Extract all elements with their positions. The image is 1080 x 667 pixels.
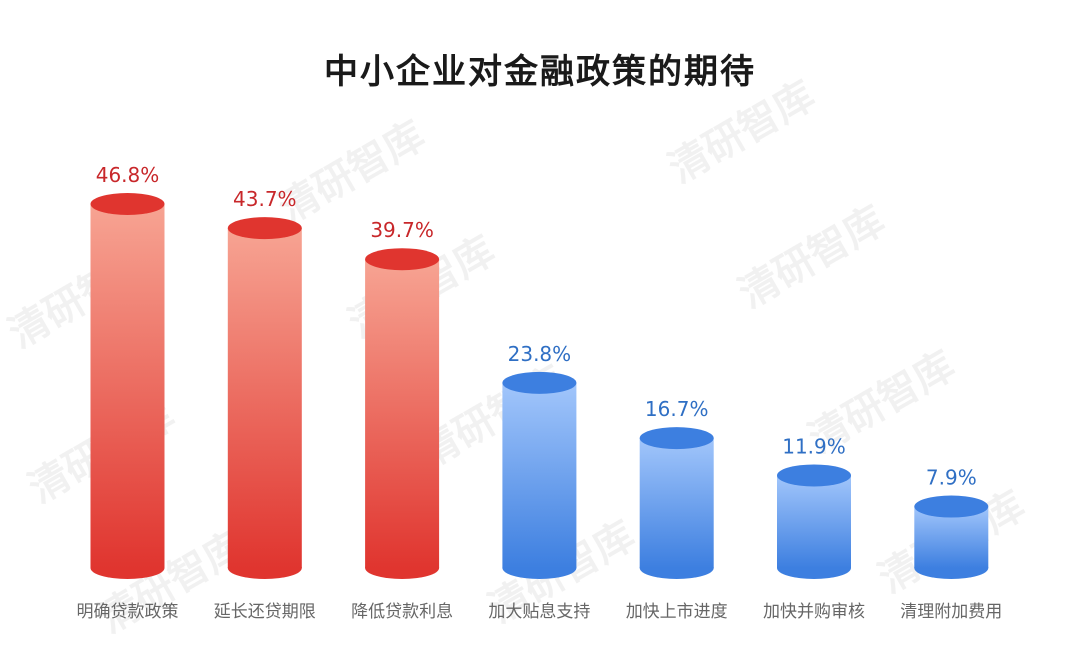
bar-7: 7.9% 清理附加费用 xyxy=(900,466,1002,622)
bar-5: 16.7% 加快上市进度 xyxy=(626,397,728,622)
data-label: 39.7% xyxy=(370,218,434,242)
x-tick-label: 延长还贷期限 xyxy=(214,602,316,622)
bar-top xyxy=(777,464,851,487)
bar-top xyxy=(914,495,989,518)
x-tick-label: 加大贴息支持 xyxy=(488,602,590,622)
bar-2: 43.7% 延长还贷期限 xyxy=(214,187,316,622)
data-label: 23.8% xyxy=(508,342,572,366)
bar-3: 39.7% 降低贷款利息 xyxy=(351,218,453,622)
bar-1: 46.8% 明确贷款政策 xyxy=(77,163,179,622)
bar-body xyxy=(777,475,851,568)
data-label: 43.7% xyxy=(233,187,297,211)
data-label: 46.8% xyxy=(96,163,160,187)
bar-6: 11.9% 加快并购审核 xyxy=(763,434,865,622)
x-tick-label: 降低贷款利息 xyxy=(351,602,453,622)
bar-top xyxy=(639,427,714,450)
bar-top xyxy=(227,217,302,240)
data-label: 16.7% xyxy=(645,397,709,421)
data-label: 11.9% xyxy=(782,434,846,458)
bar-body xyxy=(502,382,577,568)
bar-body xyxy=(90,204,165,568)
bar-4: 23.8% 加大贴息支持 xyxy=(488,342,590,622)
data-label: 7.9% xyxy=(926,466,977,490)
x-tick-label: 加快上市进度 xyxy=(626,602,728,622)
x-tick-label: 清理附加费用 xyxy=(900,602,1002,622)
bar-top xyxy=(90,193,165,215)
bar-body xyxy=(365,259,440,568)
x-tick-label: 明确贷款政策 xyxy=(77,602,179,622)
bar-top xyxy=(502,371,577,394)
bar-body xyxy=(639,438,714,568)
x-tick-label: 加快并购审核 xyxy=(763,602,865,622)
bar-body xyxy=(227,228,302,568)
chart-title: 中小企业对金融政策的期待 xyxy=(324,52,756,92)
bar-top xyxy=(365,248,440,271)
